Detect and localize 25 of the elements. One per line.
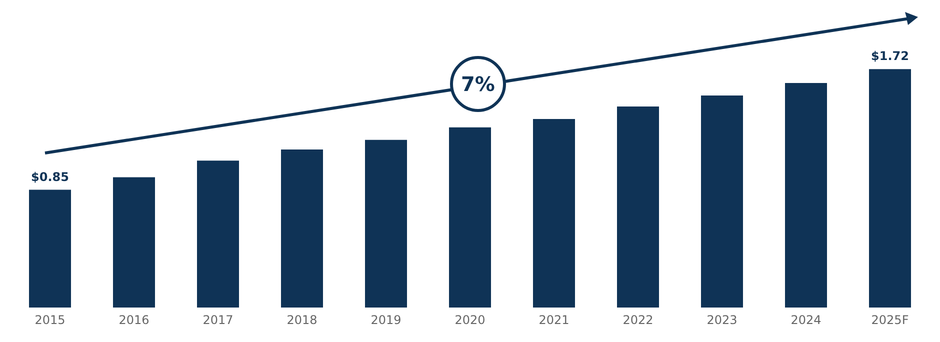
bar bbox=[449, 127, 491, 308]
bar bbox=[113, 177, 155, 308]
bar bbox=[365, 140, 407, 308]
x-tick-label: 2016 bbox=[118, 312, 150, 327]
x-tick-label: 2024 bbox=[790, 312, 822, 327]
x-tick-label: 2020 bbox=[454, 312, 486, 327]
data-label: $1.72 bbox=[871, 49, 909, 64]
bar bbox=[785, 82, 827, 308]
annotation: 7% bbox=[450, 56, 506, 112]
x-tick-label: 2019 bbox=[370, 312, 402, 327]
x-tick-label: 2015 bbox=[34, 312, 66, 327]
x-tick-label: 2023 bbox=[706, 312, 738, 327]
x-tick-label: 2017 bbox=[202, 312, 234, 327]
x-tick-label: 2025F bbox=[871, 312, 909, 327]
bar bbox=[533, 119, 575, 308]
bar bbox=[281, 150, 323, 308]
bar bbox=[701, 95, 743, 308]
bar bbox=[29, 190, 71, 308]
bar bbox=[869, 69, 911, 308]
x-tick-label: 2022 bbox=[622, 312, 654, 327]
bar bbox=[197, 160, 239, 308]
x-tick-label: 2021 bbox=[538, 312, 570, 327]
bar bbox=[617, 106, 659, 308]
x-tick-label: 2018 bbox=[286, 312, 318, 327]
data-label: $0.85 bbox=[31, 170, 69, 184]
